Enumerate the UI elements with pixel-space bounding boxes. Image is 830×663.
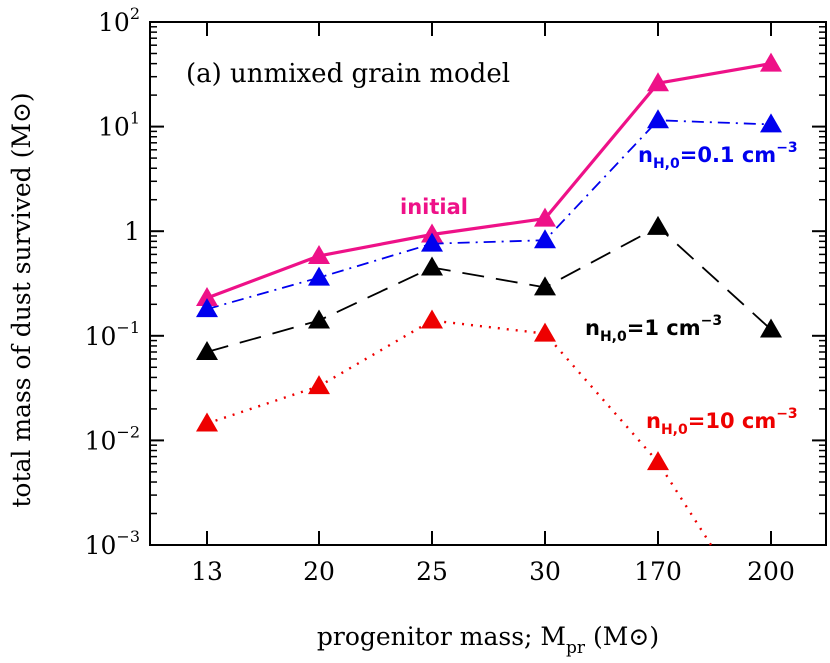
data-point-n10 (308, 375, 330, 395)
data-point-n01 (308, 266, 330, 286)
x-tick-label: 13 (191, 557, 223, 586)
data-point-n1 (196, 341, 218, 361)
x-tick-label: 170 (634, 557, 682, 586)
data-point-n01 (534, 229, 556, 249)
y-tick-label: 10−1 (85, 318, 140, 351)
data-point-initial (647, 72, 669, 92)
plot-frame (149, 21, 827, 546)
series-line-n01 (206, 119, 772, 310)
ann-n1: nH,0=1 cm−3 (585, 313, 722, 345)
data-point-n01 (760, 113, 782, 133)
x-tick-label: 25 (416, 557, 448, 586)
data-point-initial (196, 286, 218, 306)
y-tick-label: 102 (98, 4, 140, 37)
data-point-n1 (760, 318, 782, 338)
data-point-n1 (308, 309, 330, 329)
ann-initial: initial (400, 195, 468, 219)
data-point-n10 (421, 309, 443, 329)
data-point-n01 (196, 298, 218, 318)
data-point-n10 (647, 451, 669, 471)
series-line-initial (206, 62, 772, 300)
ann-n01: nH,0=0.1 cm−3 (638, 140, 798, 172)
data-point-initial (534, 207, 556, 227)
ann-n10: nH,0=10 cm−3 (646, 406, 798, 438)
data-point-n1 (647, 215, 669, 235)
x-tick-label: 20 (303, 557, 335, 586)
y-tick-label: 10−2 (85, 422, 140, 455)
data-point-n10 (196, 412, 218, 432)
y-tick-label: 10−3 (85, 527, 140, 560)
y-tick-label: 1 (124, 217, 140, 246)
panel-label: (a) unmixed grain model (186, 59, 510, 89)
x-tick-label: 200 (747, 557, 795, 586)
data-point-n1 (534, 276, 556, 296)
x-tick-label: 30 (529, 557, 561, 586)
data-point-n01 (421, 232, 443, 252)
data-point-n1 (421, 256, 443, 276)
data-point-initial (760, 52, 782, 72)
y-axis-title: total mass of dust survived (M⊙) (7, 92, 36, 507)
y-tick-label: 101 (98, 109, 140, 142)
data-point-initial (308, 244, 330, 264)
data-point-n01 (647, 109, 669, 129)
x-axis-title: progenitor mass; Mpr (M⊙) (317, 622, 659, 658)
series-line-n10 (206, 319, 713, 546)
data-point-n10 (534, 322, 556, 342)
